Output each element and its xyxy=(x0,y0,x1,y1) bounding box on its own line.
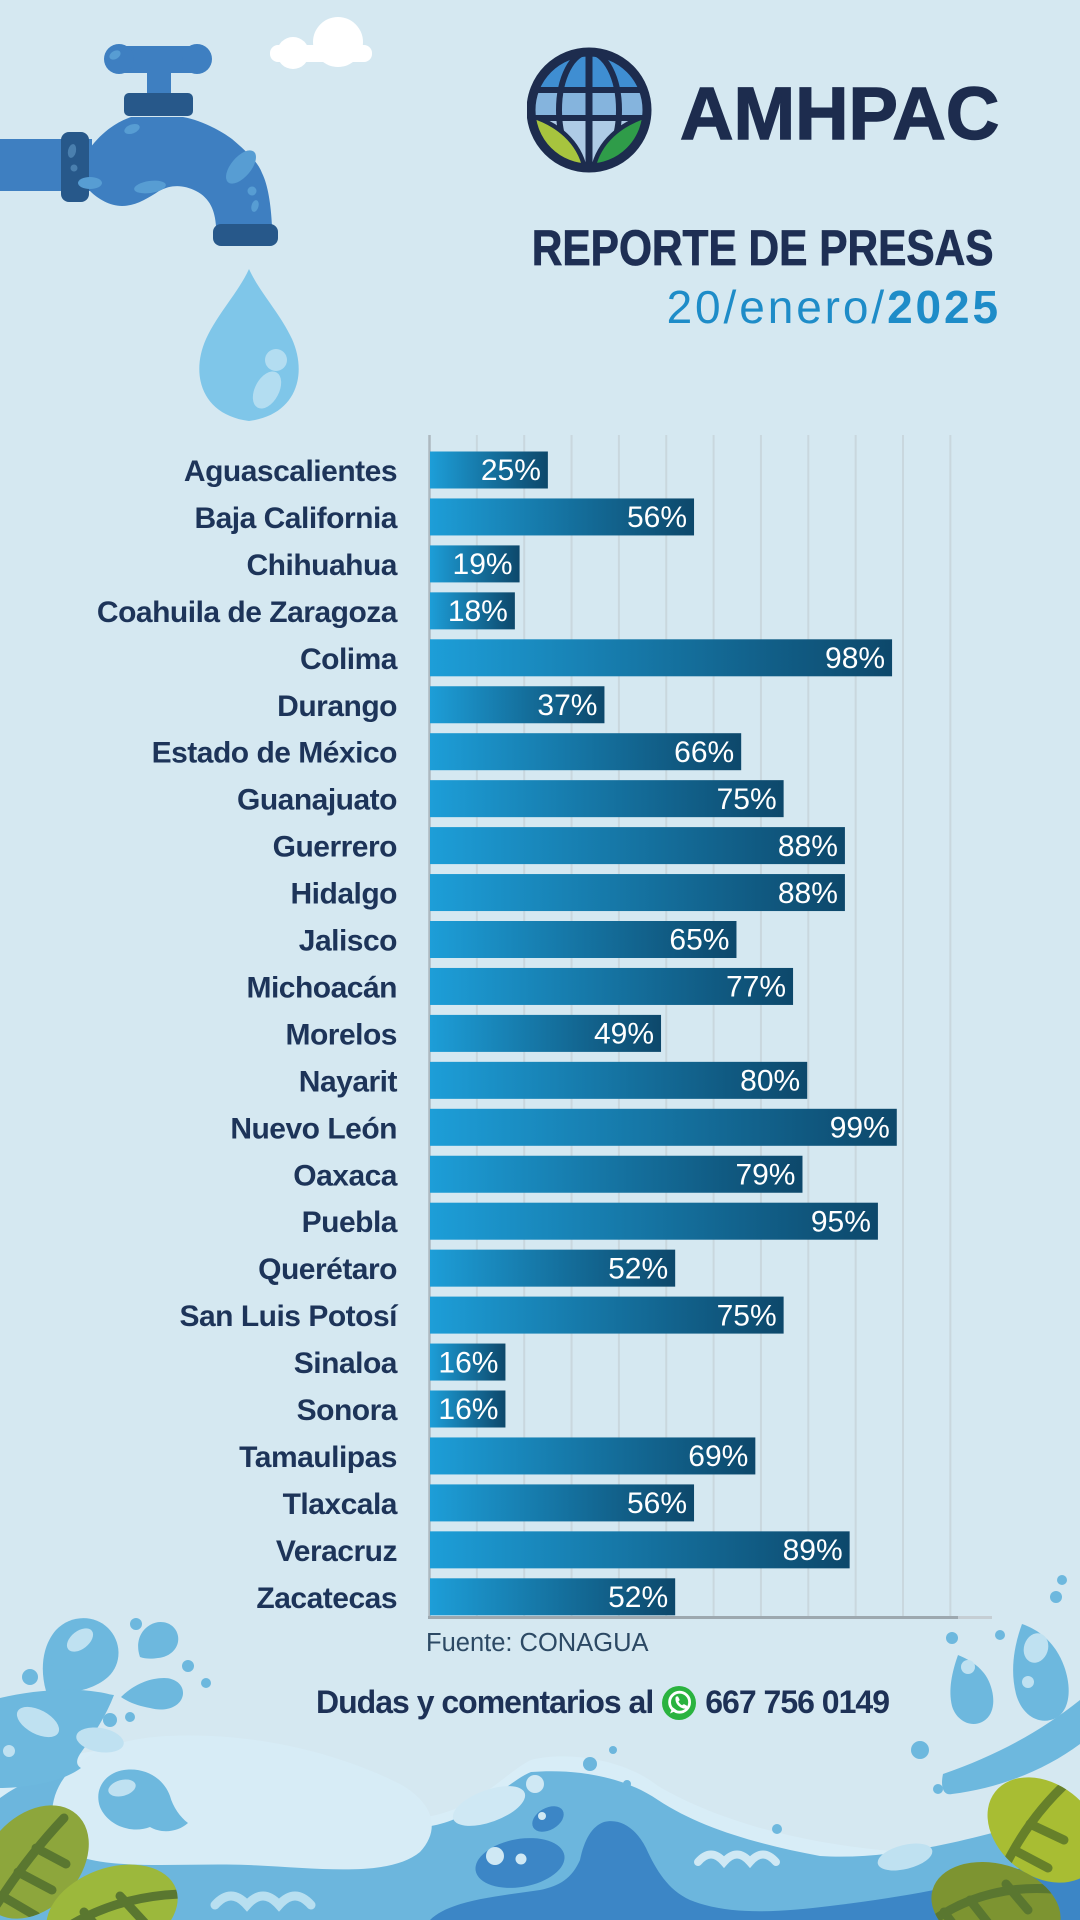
svg-text:Morelos: Morelos xyxy=(285,1018,397,1051)
svg-text:65%: 65% xyxy=(669,924,729,957)
svg-text:98%: 98% xyxy=(825,642,885,675)
svg-text:Sinaloa: Sinaloa xyxy=(294,1347,398,1380)
svg-text:88%: 88% xyxy=(778,830,838,863)
svg-text:77%: 77% xyxy=(726,971,786,1004)
svg-text:Chihuahua: Chihuahua xyxy=(247,549,398,582)
svg-text:Hidalgo: Hidalgo xyxy=(291,878,398,911)
svg-text:16%: 16% xyxy=(438,1346,498,1379)
svg-text:Guerrero: Guerrero xyxy=(273,831,398,864)
svg-text:49%: 49% xyxy=(594,1018,654,1051)
svg-text:Jalisco: Jalisco xyxy=(299,925,397,958)
svg-text:Sonora: Sonora xyxy=(297,1394,398,1427)
svg-text:75%: 75% xyxy=(717,783,777,816)
svg-text:Estado de México: Estado de México xyxy=(152,737,398,770)
svg-text:75%: 75% xyxy=(717,1299,777,1332)
svg-text:89%: 89% xyxy=(783,1534,843,1567)
svg-text:Querétaro: Querétaro xyxy=(258,1253,397,1286)
svg-text:Oaxaca: Oaxaca xyxy=(293,1159,398,1192)
svg-text:88%: 88% xyxy=(778,877,838,910)
svg-text:Colima: Colima xyxy=(300,643,398,676)
svg-text:Nuevo León: Nuevo León xyxy=(230,1112,397,1145)
svg-text:56%: 56% xyxy=(627,1487,687,1520)
svg-text:Veracruz: Veracruz xyxy=(276,1535,397,1568)
svg-text:52%: 52% xyxy=(608,1252,668,1285)
svg-text:Puebla: Puebla xyxy=(302,1206,398,1239)
svg-text:Guanajuato: Guanajuato xyxy=(237,784,397,817)
svg-text:80%: 80% xyxy=(740,1065,800,1098)
svg-text:Baja California: Baja California xyxy=(194,502,397,535)
svg-text:79%: 79% xyxy=(735,1158,795,1191)
svg-text:16%: 16% xyxy=(438,1393,498,1426)
svg-text:69%: 69% xyxy=(688,1440,748,1473)
svg-text:Tamaulipas: Tamaulipas xyxy=(239,1441,397,1474)
svg-text:Aguascalientes: Aguascalientes xyxy=(184,455,397,488)
svg-text:18%: 18% xyxy=(448,595,508,628)
svg-text:95%: 95% xyxy=(811,1205,871,1238)
svg-text:Durango: Durango xyxy=(277,690,397,723)
svg-text:99%: 99% xyxy=(830,1112,890,1145)
svg-text:52%: 52% xyxy=(608,1581,668,1614)
svg-text:37%: 37% xyxy=(537,689,597,722)
svg-text:25%: 25% xyxy=(481,454,541,487)
svg-text:19%: 19% xyxy=(453,548,513,581)
svg-text:Michoacán: Michoacán xyxy=(246,971,397,1004)
svg-text:Coahuila de Zaragoza: Coahuila de Zaragoza xyxy=(97,596,398,629)
svg-text:Fuente: CONAGUA: Fuente: CONAGUA xyxy=(426,1629,649,1657)
svg-text:San Luis Potosí: San Luis Potosí xyxy=(179,1300,399,1333)
svg-text:Zacatecas: Zacatecas xyxy=(256,1582,397,1615)
svg-text:Nayarit: Nayarit xyxy=(299,1065,398,1098)
svg-text:66%: 66% xyxy=(674,736,734,769)
svg-text:Tlaxcala: Tlaxcala xyxy=(283,1488,398,1521)
svg-text:56%: 56% xyxy=(627,501,687,534)
